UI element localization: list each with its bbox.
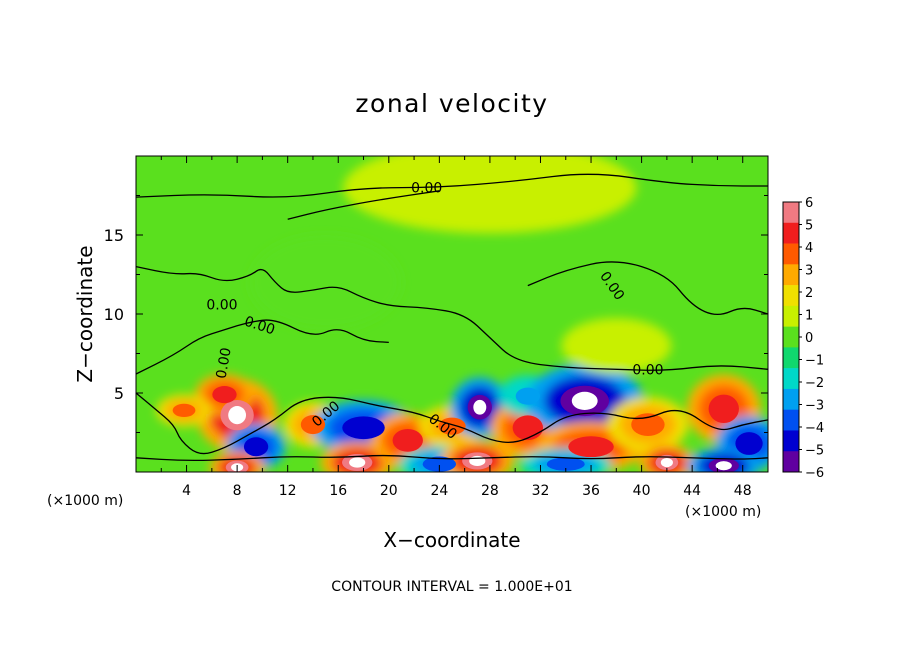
colorbar-label: −3: [805, 399, 824, 414]
colorbar-label: 0: [805, 331, 813, 346]
contour-line-6: [136, 454, 768, 462]
x-tick-label: 40: [633, 483, 651, 499]
colorbar: 6 5 4 3 2 1 0 −1 −2 −3 −4 −5 −6: [782, 196, 824, 481]
contour-line-4: [527, 261, 768, 316]
field-saturated-0: [228, 406, 247, 425]
x-axis-label: X−coordinate: [383, 528, 520, 552]
x-tick-label: 12: [279, 483, 297, 499]
colorbar-label: −2: [805, 376, 824, 391]
colorbar-swatch: [783, 451, 799, 473]
field-core-24: [429, 168, 551, 207]
contour-line-3: [136, 319, 389, 375]
x-tick-label: 44: [683, 483, 701, 499]
velocity-field: [156, 156, 768, 472]
field-core-20: [708, 394, 739, 424]
colorbar-label: −1: [805, 354, 824, 369]
y-tick-label: 10: [104, 305, 124, 324]
contour-interval-note: CONTOUR INTERVAL = 1.000E+01: [331, 579, 572, 595]
colorbar-label: 1: [805, 309, 813, 324]
colorbar-swatch: [783, 243, 799, 265]
field-core-10: [422, 456, 457, 472]
contour-label-3: 0.00: [214, 346, 235, 379]
field-core-18: [631, 413, 665, 436]
field-core-13: [512, 415, 544, 441]
x-unit-right: (×1000 m): [685, 504, 761, 520]
field-saturated-12: [469, 455, 486, 467]
colorbar-label: 2: [805, 286, 813, 301]
contour-line-1: [287, 190, 440, 220]
y-tick-label: 15: [104, 226, 124, 245]
contour-label-text: 0.00: [214, 346, 235, 379]
field-saturated-15: [571, 391, 598, 411]
colorbar-swatch: [783, 368, 799, 390]
field-core-23: [593, 334, 640, 357]
x-tick-label: 28: [481, 483, 499, 499]
colorbar-label: 4: [805, 241, 813, 256]
field-core-21: [735, 432, 763, 455]
x-tick-label: 4: [182, 483, 191, 499]
x-tick-label: 24: [430, 483, 448, 499]
field-core-6: [342, 416, 385, 440]
field-core-8: [392, 429, 423, 452]
field-core-16: [568, 436, 614, 458]
chart-title: zonal velocity: [355, 89, 548, 118]
field-patch-25: [249, 235, 402, 330]
x-axis-ticks: 4 8 12 16 20 24 28 32 36 40 44 48: [160, 156, 752, 499]
colorbar-label: −5: [805, 444, 824, 459]
contour-label-1: 0.00: [206, 298, 237, 314]
colorbar-swatch: [783, 409, 799, 431]
contour-label-7: 0.00: [632, 362, 663, 378]
field-core-17: [546, 457, 585, 471]
colorbar-swatch: [783, 222, 799, 244]
contour-label-text: 0.00: [411, 181, 442, 197]
colorbar-swatch: [783, 202, 799, 224]
field-saturated-22: [715, 461, 732, 471]
field-core-5: [300, 415, 326, 435]
x-unit-left: (×1000 m): [47, 493, 123, 509]
field-core-2: [172, 403, 196, 418]
colorbar-label: −4: [805, 421, 824, 436]
colorbar-label: 5: [805, 219, 813, 234]
field-saturated-19: [660, 457, 673, 468]
field-core-14: [515, 387, 540, 405]
colorbar-swatch: [783, 326, 799, 348]
x-tick-label: 48: [734, 483, 752, 499]
y-axis-ticks: 5 10 15: [104, 195, 768, 433]
colorbar-swatch: [783, 264, 799, 286]
contour-line-2: [136, 265, 768, 371]
x-tick-label: 20: [380, 483, 398, 499]
field-core-9: [438, 417, 466, 435]
colorbar-swatch: [783, 388, 799, 410]
contour-label-0: 0.00: [411, 181, 442, 197]
x-tick-label: 16: [329, 483, 347, 499]
x-tick-label: 32: [532, 483, 550, 499]
contour-line-0: [136, 173, 768, 198]
colorbar-swatch: [783, 285, 799, 307]
colorbar-swatch: [783, 430, 799, 452]
colorbar-swatch: [783, 305, 799, 327]
field-core-1: [212, 386, 237, 404]
colorbar-label: 6: [805, 196, 813, 211]
x-tick-label: 8: [233, 483, 242, 499]
y-axis-label: Z−coordinate: [73, 245, 97, 382]
field-saturated-7: [349, 457, 366, 468]
contour-lines: [136, 173, 768, 462]
colorbar-swatch: [783, 347, 799, 369]
colorbar-label: 3: [805, 264, 813, 279]
contour-label-text: 0.00: [206, 298, 237, 314]
contour-line-5: [136, 392, 768, 455]
y-tick-label: 5: [114, 384, 124, 403]
field-core-3: [243, 437, 269, 457]
field-saturated-11: [473, 399, 487, 415]
x-tick-label: 36: [582, 483, 600, 499]
colorbar-label: −6: [805, 466, 824, 481]
contour-label-text: 0.00: [632, 362, 663, 378]
